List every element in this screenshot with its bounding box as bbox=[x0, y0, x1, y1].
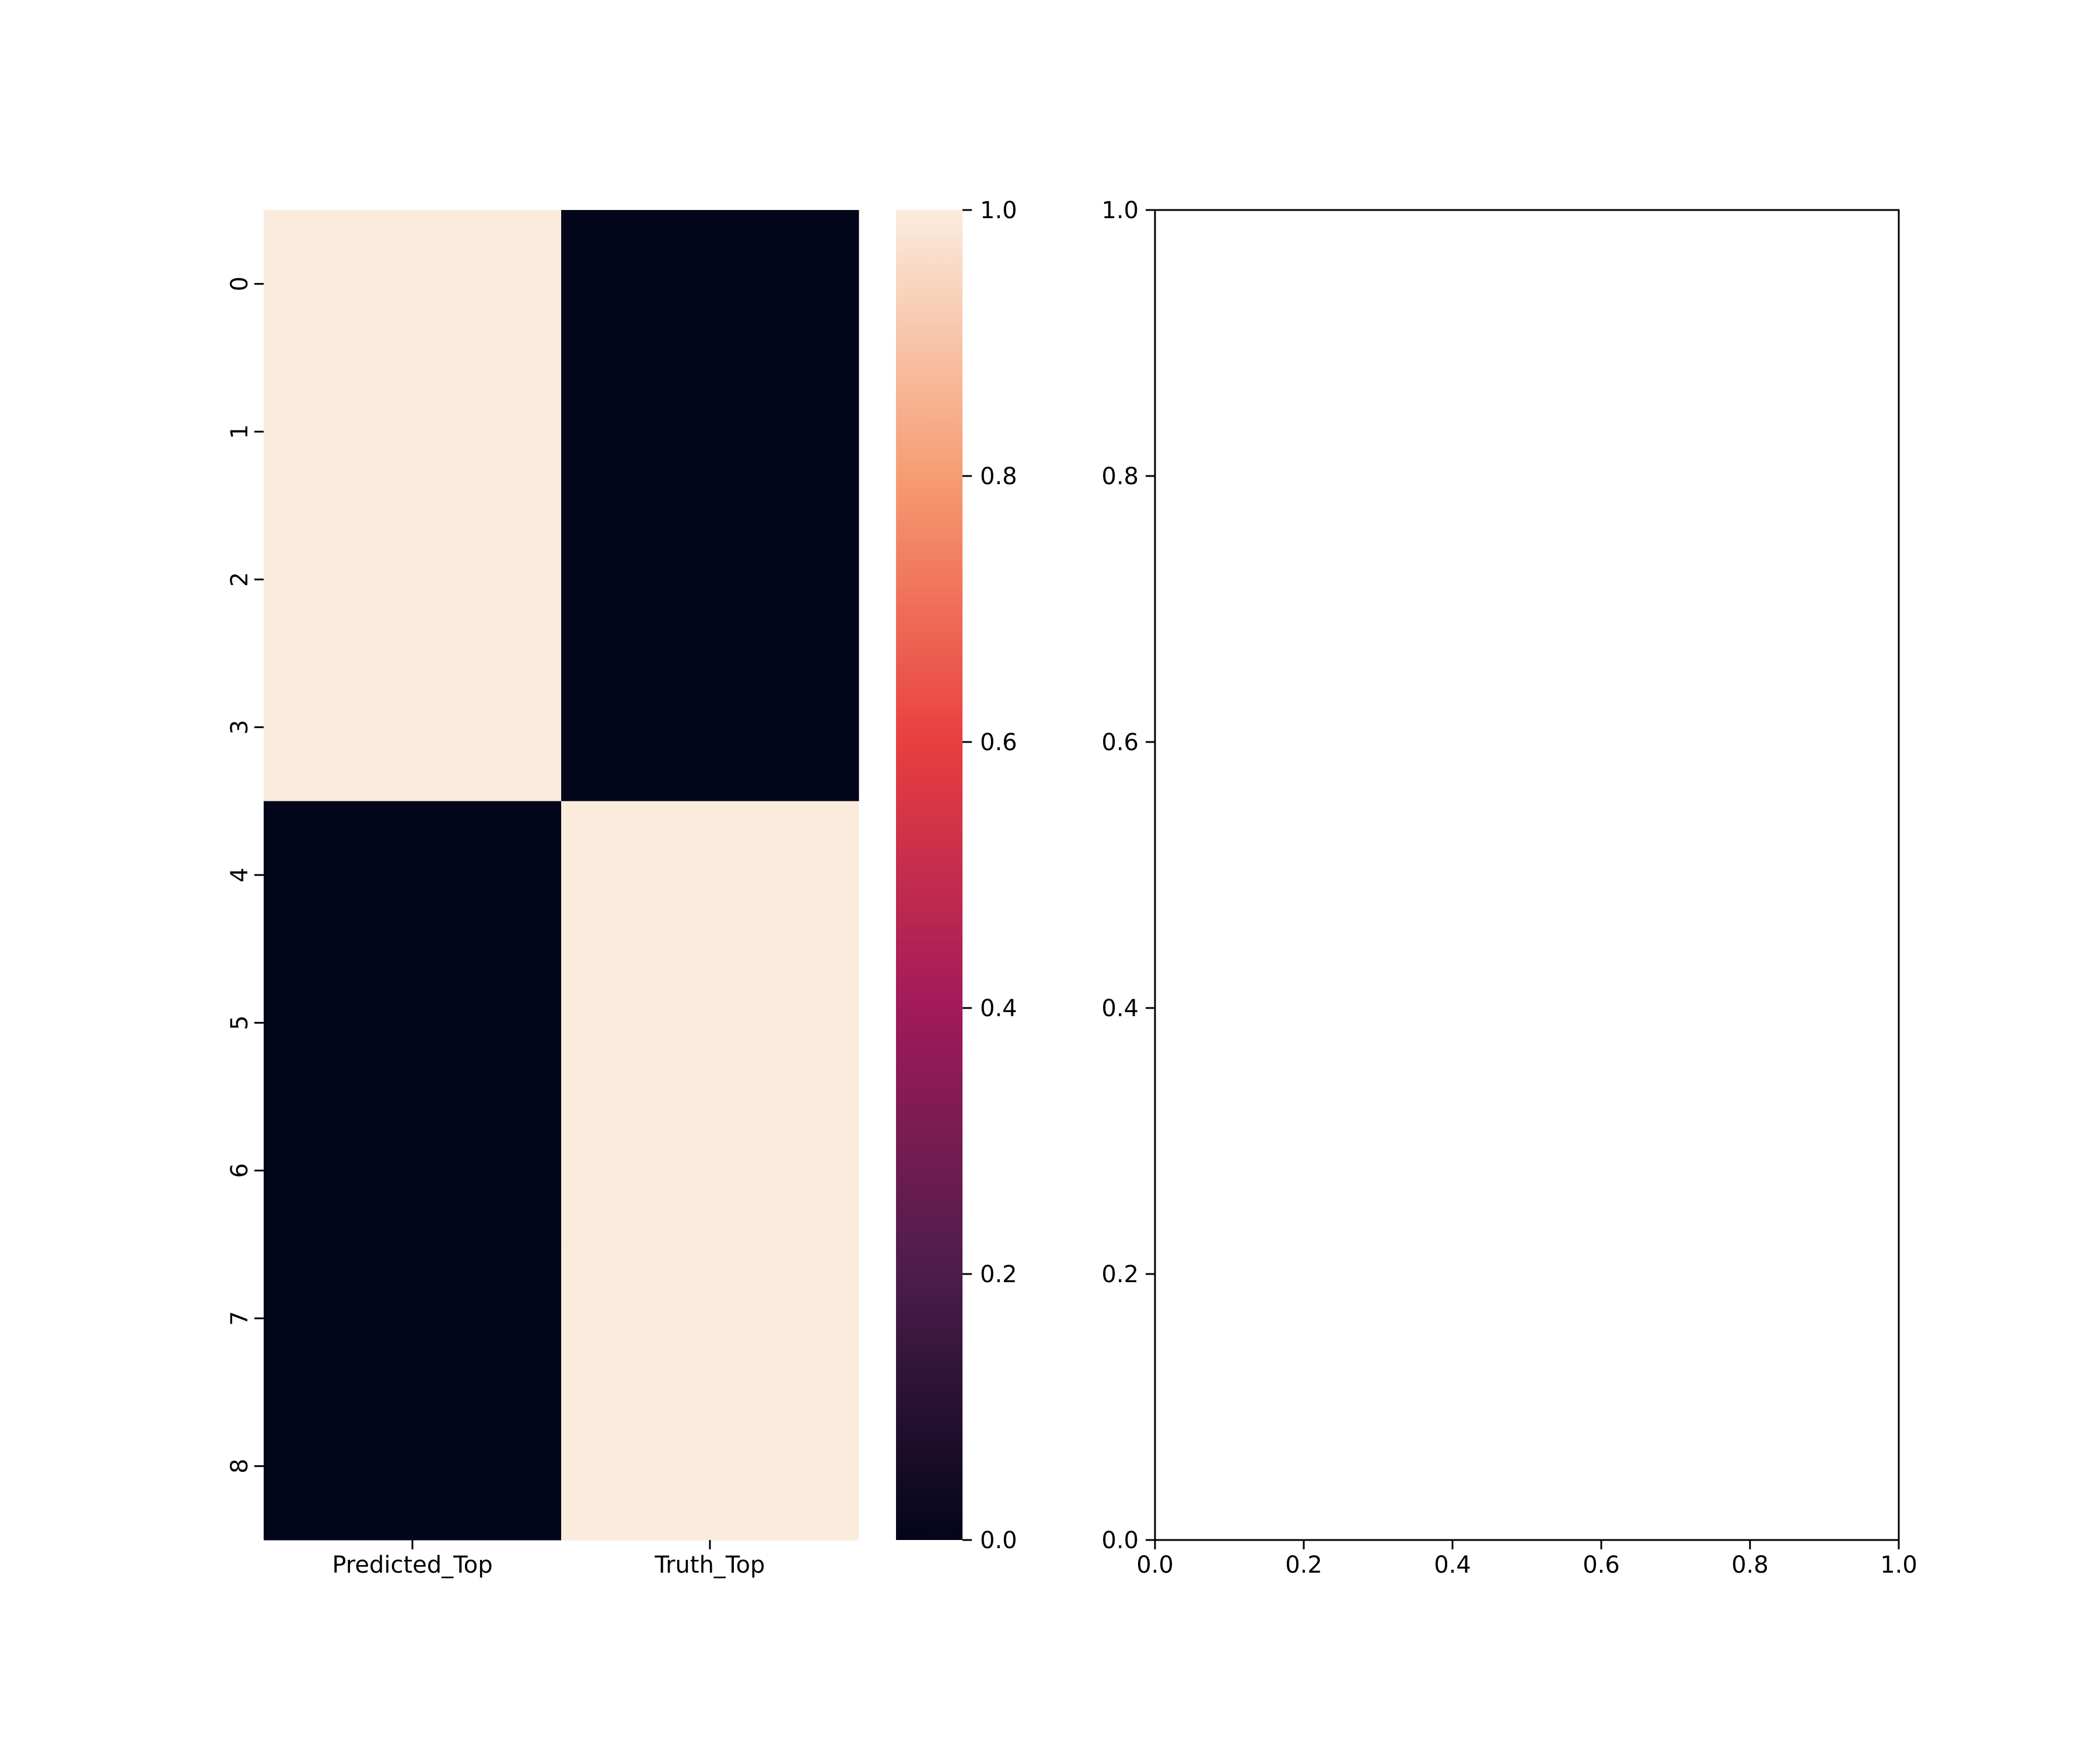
colorbar: 0.0 0.2 0.4 0.6 0.8 1.0 bbox=[896, 197, 1017, 1554]
heatmap-row-label: 2 bbox=[226, 572, 253, 587]
heatmap-cell bbox=[264, 1244, 562, 1393]
x-axis-tick-label: 0.0 bbox=[1136, 1552, 1174, 1578]
heatmap-row-label: 7 bbox=[226, 1311, 253, 1325]
y-axis-tick-label: 1.0 bbox=[1101, 197, 1139, 224]
colorbar-tick-label: 1.0 bbox=[980, 197, 1017, 224]
x-axis-tick-label: 0.4 bbox=[1434, 1552, 1471, 1578]
heatmap-cell bbox=[264, 653, 562, 802]
x-axis-tick-label: 0.2 bbox=[1285, 1552, 1322, 1578]
colorbar-tick-label: 0.0 bbox=[980, 1527, 1017, 1554]
heatmap-cell bbox=[561, 653, 859, 802]
y-axis-tick-label: 0.2 bbox=[1101, 1261, 1139, 1288]
heatmap-cell bbox=[561, 505, 859, 654]
heatmap-cell bbox=[561, 1244, 859, 1393]
heatmap-chart: 0 1 2 3 4 5 6 7 8 Predicted_Top Truth_Top bbox=[226, 210, 859, 1578]
y-axis-tick-label: 0.0 bbox=[1101, 1527, 1139, 1554]
heatmap-cell bbox=[264, 505, 562, 654]
y-axis-tick-label: 0.6 bbox=[1101, 729, 1139, 756]
colorbar-tick-label: 0.8 bbox=[980, 463, 1017, 490]
heatmap-cell bbox=[561, 1392, 859, 1541]
heatmap-column-label: Predicted_Top bbox=[332, 1552, 492, 1578]
colorbar-tick-label: 0.4 bbox=[980, 995, 1017, 1022]
y-axis-tick-label: 0.4 bbox=[1101, 995, 1139, 1022]
heatmap-cell bbox=[561, 949, 859, 1097]
colorbar-gradient bbox=[896, 210, 963, 1540]
heatmap-row-label: 5 bbox=[226, 1016, 253, 1030]
heatmap-cell bbox=[561, 801, 859, 950]
heatmap-row-label: 4 bbox=[226, 867, 253, 882]
heatmap-cell bbox=[264, 801, 562, 950]
axes-frame bbox=[1154, 209, 1900, 1541]
heatmap-row-label: 8 bbox=[226, 1459, 253, 1474]
heatmap-cell bbox=[561, 358, 859, 506]
heatmap-cell bbox=[264, 358, 562, 506]
heatmap-cell bbox=[264, 210, 562, 358]
heatmap-cell bbox=[264, 1392, 562, 1541]
heatmap-row-label: 0 bbox=[226, 276, 253, 291]
x-axis-tick-label: 0.8 bbox=[1731, 1552, 1769, 1578]
heatmap-cell bbox=[561, 210, 859, 358]
heatmap-cell bbox=[264, 949, 562, 1097]
colorbar-tick-label: 0.6 bbox=[980, 729, 1017, 756]
empty-axes-chart: 0.0 0.2 0.4 0.6 0.8 1.0 0.0 0.2 0.4 0.6 0.8 1.0 bbox=[1101, 197, 1917, 1578]
colorbar-tick-label: 0.2 bbox=[980, 1261, 1017, 1288]
heatmap-column-label: Truth_Top bbox=[654, 1552, 765, 1578]
heatmap-cell bbox=[561, 1097, 859, 1245]
y-axis-tick-label: 0.8 bbox=[1101, 463, 1139, 490]
heatmap-row-label: 1 bbox=[226, 424, 253, 439]
x-axis-tick-label: 0.6 bbox=[1583, 1552, 1620, 1578]
heatmap-cell bbox=[264, 1097, 562, 1245]
x-axis-tick-label: 1.0 bbox=[1880, 1552, 1917, 1578]
heatmap-row-label: 3 bbox=[226, 720, 253, 734]
heatmap-row-label: 6 bbox=[226, 1163, 253, 1178]
